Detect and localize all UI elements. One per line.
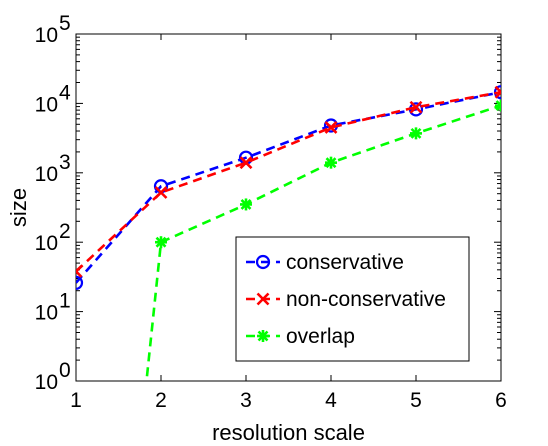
marker-x-stroke <box>76 264 83 274</box>
y-tick-label: 10 <box>35 163 58 186</box>
data-point-overlap <box>325 156 337 169</box>
marker-asterisk-stroke <box>155 236 167 248</box>
x-tick-label: 5 <box>410 389 422 412</box>
data-point-overlap <box>495 99 501 112</box>
data-point-overlap <box>410 127 422 140</box>
y-tick-label: 10 <box>35 24 58 47</box>
y-tick-exponent: 4 <box>59 81 71 104</box>
x-tick-label: 1 <box>70 389 82 412</box>
marker-x-stroke <box>494 90 501 99</box>
x-tick-label: 4 <box>325 389 337 412</box>
marker-asterisk-stroke <box>257 330 269 342</box>
marker-x-stroke <box>154 186 168 199</box>
marker-asterisk-stroke <box>495 103 501 112</box>
data-point-overlap <box>155 236 167 249</box>
marker-x-stroke <box>239 156 253 170</box>
y-tick-exponent: 5 <box>59 12 71 35</box>
y-tick-exponent: 3 <box>59 151 71 174</box>
legend-marker-non-conservative <box>256 292 270 306</box>
y-tick-exponent: 1 <box>59 290 71 313</box>
data-point-non-conservative <box>494 85 501 99</box>
series-group <box>76 85 501 381</box>
marker-x-stroke <box>409 100 423 114</box>
legend-label-conservative: conservative <box>286 251 404 274</box>
marker-circle <box>76 275 84 290</box>
data-point-non-conservative <box>76 264 83 278</box>
marker-x-stroke <box>76 269 83 278</box>
marker-x-stroke <box>324 121 338 134</box>
y-tick-label: 10 <box>35 302 58 325</box>
legend-label-non-conservative: non-conservative <box>286 288 446 311</box>
data-point-non-conservative <box>154 186 168 199</box>
marker-asterisk-stroke <box>240 199 252 210</box>
legend: conservative non-conservative overlap <box>235 236 470 362</box>
marker-asterisk-stroke <box>410 127 422 139</box>
legend-box <box>235 236 470 362</box>
marker-circle <box>255 254 271 270</box>
data-point-conservative <box>76 275 84 290</box>
x-tick-label: 6 <box>495 389 507 412</box>
series-line-overlap <box>145 104 501 381</box>
y-tick-label: 10 <box>35 93 58 116</box>
legend-marker-overlap <box>257 330 269 342</box>
marker-asterisk-stroke <box>495 100 501 108</box>
y-tick-exponent: 2 <box>59 220 71 243</box>
legend-marker-conservative <box>255 254 271 270</box>
legend-label-overlap: overlap <box>286 325 355 348</box>
data-point-non-conservative <box>409 100 423 114</box>
marker-x-stroke <box>256 292 270 306</box>
data-point-non-conservative <box>324 121 338 134</box>
marker-asterisk-stroke <box>325 157 337 169</box>
series-line-non-conservative <box>76 90 501 273</box>
y-tick-label: 10 <box>35 232 58 255</box>
x-tick-label: 2 <box>155 389 167 412</box>
y-tick-label: 10 <box>35 371 58 394</box>
y-axis-label: size <box>6 188 31 227</box>
data-point-non-conservative <box>239 156 253 170</box>
x-tick-label: 3 <box>240 389 252 412</box>
data-point-overlap <box>240 198 252 211</box>
x-axis-label: resolution scale <box>212 420 365 445</box>
marker-x-stroke <box>494 85 501 95</box>
series-line-conservative <box>76 90 501 284</box>
y-tick-exponent: 0 <box>59 359 71 382</box>
